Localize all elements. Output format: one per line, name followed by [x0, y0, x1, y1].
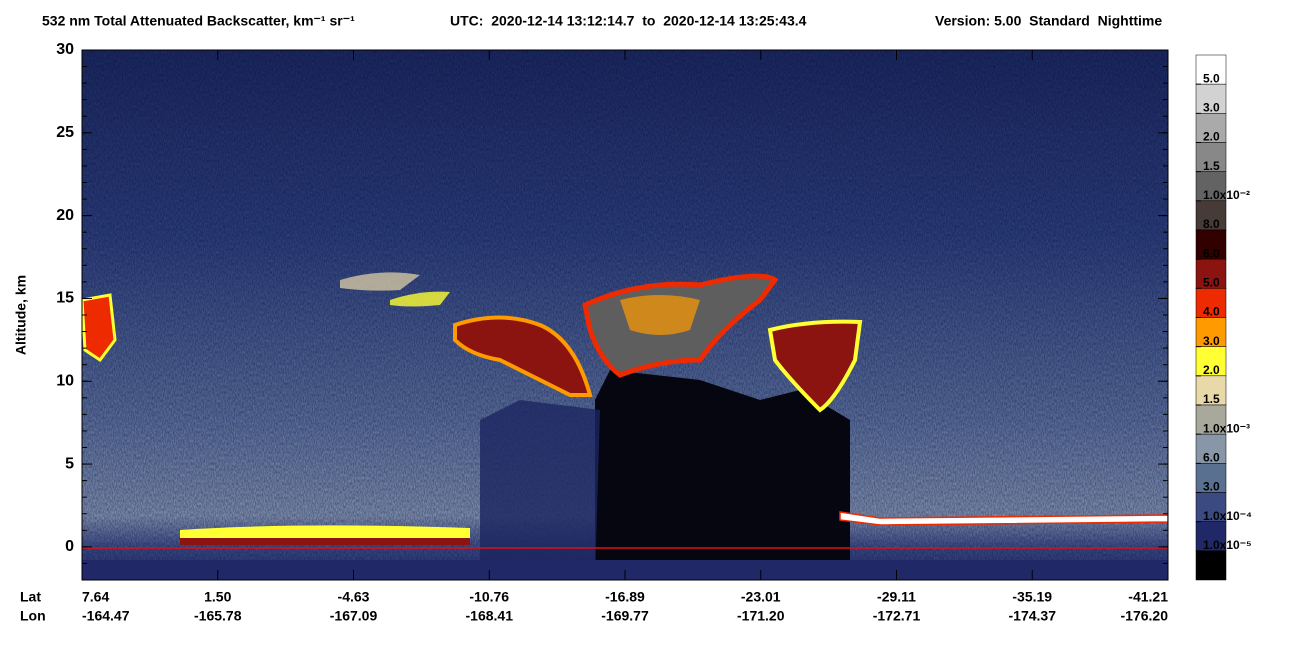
- x-tick-label: 1.50: [204, 589, 231, 605]
- x-tick-label: -4.63: [338, 589, 370, 605]
- y-tick-label: 0: [65, 538, 74, 555]
- attenuated-column: [595, 370, 850, 580]
- x-tick-label: -41.21: [1128, 589, 1168, 605]
- colorbar-swatch: [1195, 258, 1227, 289]
- colorbar-swatch: [1195, 171, 1227, 202]
- colorbar-label: 1.0x10⁻²: [1203, 188, 1250, 202]
- colorbar-swatch: [1195, 83, 1227, 114]
- x-row-name: Lat: [20, 589, 41, 605]
- attenuated-column: [480, 400, 600, 580]
- colorbar-label: 6.0: [1203, 246, 1220, 260]
- colorbar-swatch: [1195, 346, 1227, 377]
- y-tick-label: 15: [56, 290, 74, 307]
- x-tick-label: -171.20: [737, 608, 785, 624]
- y-tick-label: 5: [65, 455, 74, 472]
- colorbar-label: 1.0x10⁻⁵: [1203, 538, 1252, 552]
- cloud: [340, 272, 420, 291]
- colorbar-label: 5.0: [1203, 71, 1220, 85]
- colorbar-swatch: [1195, 317, 1227, 347]
- y-tick-label: 20: [56, 207, 74, 224]
- x-tick-label: -172.71: [873, 608, 921, 624]
- chart-title: 532 nm Total Attenuated Backscatter, km⁻…: [42, 13, 355, 29]
- colorbar-swatch: [1195, 404, 1227, 435]
- y-tick-label: 10: [56, 372, 74, 389]
- x-tick-label: -23.01: [741, 589, 781, 605]
- colorbar-swatch: [1195, 433, 1227, 464]
- colorbar-swatch: [1195, 375, 1227, 406]
- x-tick-label: -35.19: [1012, 589, 1052, 605]
- colorbar-swatch: [1195, 550, 1227, 581]
- x-tick-label: -176.20: [1121, 608, 1169, 624]
- colorbar-swatch: [1195, 521, 1227, 552]
- colorbar-label: 3.0: [1203, 480, 1220, 494]
- y-tick-label: 25: [56, 124, 74, 141]
- colorbar-label: 6.0: [1203, 451, 1220, 465]
- colorbar-swatch: [1195, 288, 1227, 318]
- colorbar-swatch: [1195, 463, 1227, 493]
- x-tick-label: -29.11: [877, 589, 916, 605]
- colorbar-swatch: [1195, 113, 1227, 143]
- boundary-layer: [180, 538, 470, 545]
- cloud: [620, 295, 700, 335]
- cloud: [767, 319, 863, 413]
- x-tick-label: -16.89: [605, 589, 645, 605]
- colorbar-label: 1.5: [1203, 392, 1220, 406]
- colorbar-label: 2.0: [1203, 363, 1220, 377]
- cloud: [82, 293, 117, 363]
- colorbar-swatch: [1195, 54, 1227, 85]
- colorbar: 5.0 3.0 2.0 1.5 1.0x10⁻² 8.0 6.0 5.0 4.0 3.0 2.0 1.…: [1195, 54, 1252, 581]
- colorbar-label: 1.0x10⁻⁴: [1203, 509, 1252, 523]
- colorbar-swatch: [1195, 229, 1227, 260]
- colorbar-label: 4.0: [1203, 305, 1220, 319]
- x-tick-label: 7.64: [82, 589, 109, 605]
- colorbar-label: 8.0: [1203, 217, 1220, 231]
- cloud: [390, 291, 450, 307]
- colorbar-swatch: [1195, 200, 1227, 231]
- colorbar-label: 2.0: [1203, 130, 1220, 144]
- colorbar-label: 3.0: [1203, 101, 1220, 115]
- x-tick-label: -164.47: [82, 608, 130, 624]
- colorbar-label: 3.0: [1203, 334, 1220, 348]
- low-cloud: [839, 511, 1168, 526]
- backscatter-image: [82, 50, 1168, 580]
- colorbar-label: 1.0x10⁻³: [1203, 421, 1250, 435]
- y-tick-label: 30: [56, 41, 74, 58]
- colorbar-label: 1.5: [1203, 159, 1220, 173]
- colorbar-swatch: [1195, 492, 1227, 522]
- colorbar-label: 5.0: [1203, 276, 1220, 290]
- x-tick-label: -167.09: [330, 608, 378, 624]
- cloud: [453, 315, 593, 397]
- y-axis-label: Altitude, km: [13, 275, 29, 355]
- x-row-name: Lon: [20, 608, 46, 624]
- time-range: UTC: 2020-12-14 13:12:14.7 to 2020-12-14…: [450, 13, 807, 29]
- x-tick-label: -10.76: [469, 589, 509, 605]
- version-info: Version: 5.00 Standard Nighttime: [935, 13, 1162, 29]
- x-tick-label: -174.37: [1009, 608, 1057, 624]
- x-tick-label: -168.41: [466, 608, 514, 624]
- x-tick-label: -169.77: [601, 608, 649, 624]
- x-tick-label: -165.78: [194, 608, 242, 624]
